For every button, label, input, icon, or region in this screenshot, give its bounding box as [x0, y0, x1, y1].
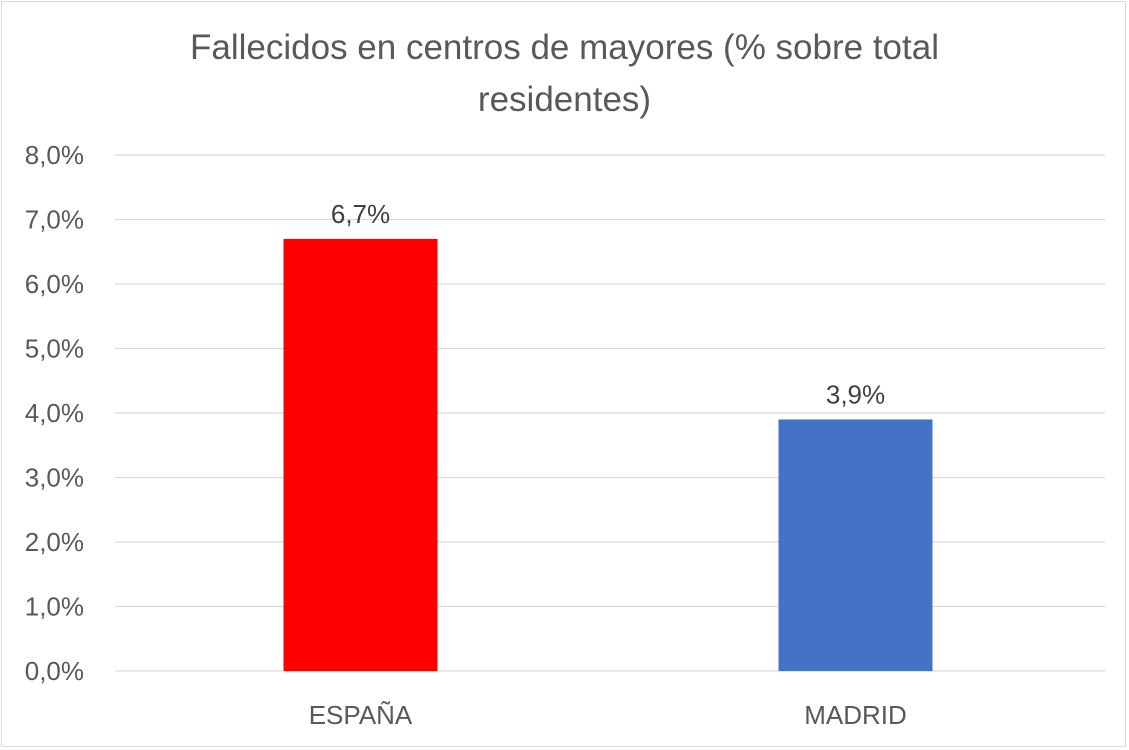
y-tick-label: 5,0% — [25, 334, 84, 364]
y-tick-label: 6,0% — [25, 269, 84, 299]
data-label: 3,9% — [826, 379, 885, 409]
y-tick-label: 7,0% — [25, 205, 84, 235]
y-tick-label: 3,0% — [25, 463, 84, 493]
bar-españa — [283, 238, 438, 671]
y-tick-label: 0,0% — [25, 656, 84, 686]
x-tick-label: MADRID — [804, 700, 907, 730]
y-tick-label: 2,0% — [25, 527, 84, 557]
bar-madrid — [778, 419, 933, 671]
x-tick-label: ESPAÑA — [309, 700, 413, 730]
y-tick-label: 1,0% — [25, 592, 84, 622]
y-tick-label: 4,0% — [25, 398, 84, 428]
chart-title-line-1: Fallecidos en centros de mayores (% sobr… — [190, 28, 939, 67]
y-tick-label: 8,0% — [25, 140, 84, 170]
chart-title: Fallecidos en centros de mayores (% sobr… — [0, 22, 1129, 126]
data-label: 6,7% — [331, 199, 390, 229]
chart-title-line-2: residentes) — [477, 80, 652, 119]
